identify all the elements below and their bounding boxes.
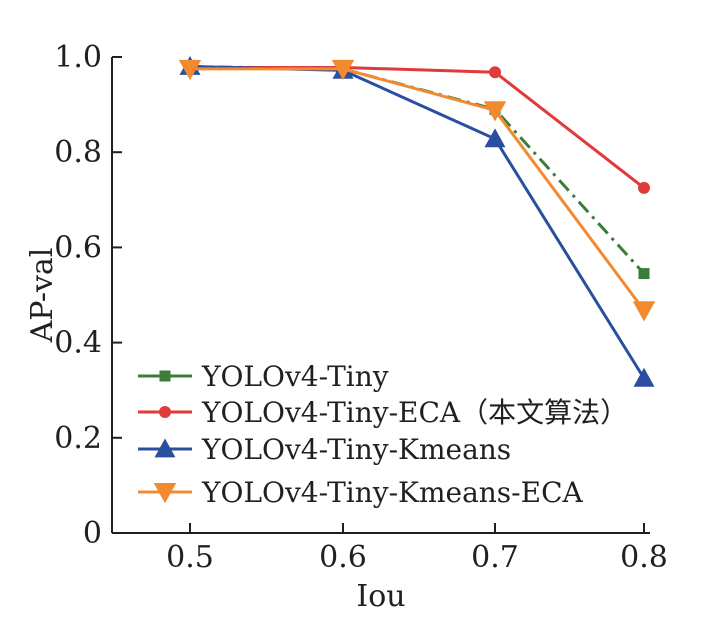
- y-tick-label: 0.4: [54, 326, 102, 361]
- series-3: [179, 56, 655, 387]
- legend-item: YOLOv4-Tiny-ECA（本文算法）: [138, 396, 628, 429]
- series-layer: [178, 56, 656, 387]
- x-tick-label: 0.8: [620, 540, 668, 575]
- x-tick-label: 0.5: [166, 540, 214, 575]
- x-axis-title: Iou: [356, 579, 405, 614]
- y-axis-ticks: 0 0.2 0.4 0.6 0.8 1.0: [54, 40, 122, 551]
- y-tick-label: 1.0: [54, 40, 102, 75]
- plot-area: 0 0.2 0.4 0.6 0.8 1.0 0.5 0.6 0.7 0.8: [54, 40, 668, 575]
- data-point: [483, 101, 507, 122]
- legend-label: YOLOv4-Tiny-Kmeans: [201, 433, 511, 466]
- series-line: [189, 65, 646, 275]
- legend-item: YOLOv4-Tiny-Kmeans: [138, 433, 511, 466]
- legend-swatch-marker: [159, 370, 171, 382]
- data-point: [638, 268, 650, 280]
- y-tick-label: 0: [83, 516, 102, 551]
- legend-label: YOLOv4-Tiny-Kmeans-ECA: [201, 476, 583, 509]
- series-2: [184, 61, 650, 194]
- y-tick-label: 0.8: [54, 135, 102, 170]
- legend-item: YOLOv4-Tiny-Kmeans-ECA: [138, 476, 583, 509]
- legend-label: YOLOv4-Tiny: [201, 360, 389, 393]
- series-line: [190, 65, 645, 190]
- y-tick-label: 0.2: [54, 421, 102, 456]
- series-line: [189, 65, 646, 380]
- data-point: [632, 301, 656, 322]
- x-axis-ticks: 0.5 0.6 0.7 0.8: [166, 523, 668, 575]
- y-tick-label: 0.6: [54, 230, 102, 265]
- x-tick-label: 0.6: [319, 540, 367, 575]
- data-point: [178, 59, 202, 81]
- data-point: [489, 66, 501, 79]
- series-1: [184, 61, 650, 280]
- legend-swatch-marker: [159, 406, 171, 418]
- series-4: [178, 59, 656, 322]
- legend-swatch-marker: [154, 438, 176, 458]
- legend-swatch-marker: [153, 483, 177, 504]
- legend-item: YOLOv4-Tiny: [138, 360, 389, 393]
- x-tick-label: 0.7: [471, 540, 519, 575]
- data-point: [484, 128, 506, 148]
- data-point: [638, 181, 650, 194]
- data-point: [633, 367, 655, 387]
- data-point: [331, 59, 355, 81]
- legend-label: YOLOv4-Tiny-ECA（本文算法）: [201, 396, 628, 429]
- series-line: [190, 67, 646, 312]
- y-axis-title: AP-val: [25, 248, 60, 344]
